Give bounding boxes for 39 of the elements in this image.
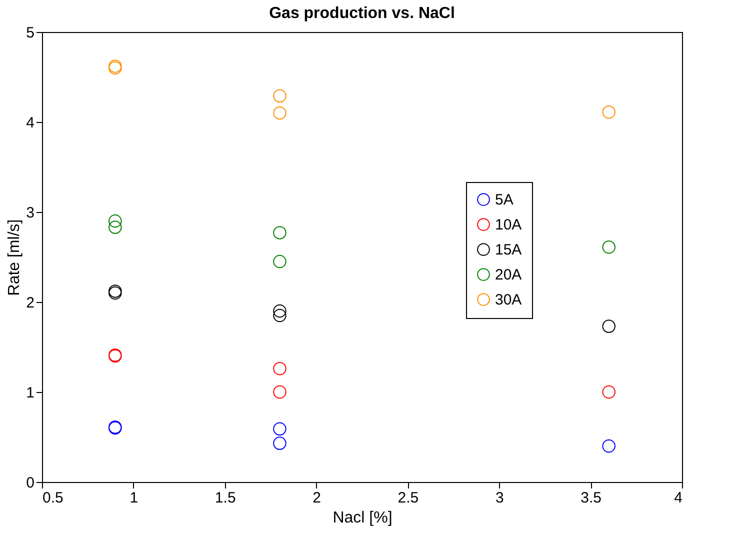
- point: [273, 362, 286, 376]
- point: [273, 304, 286, 318]
- point: [273, 254, 286, 268]
- x-axis-title: Nacl [%]: [332, 510, 392, 526]
- point: [273, 106, 286, 120]
- legend-label: 10A: [495, 216, 522, 234]
- point: [602, 240, 616, 254]
- y-tick-label: 0: [26, 474, 34, 492]
- x-tick-label: 3: [495, 490, 504, 506]
- x-tick-label: 1.5: [214, 490, 236, 506]
- y-tick-label: 4: [26, 114, 34, 132]
- legend-label: 5A: [495, 192, 514, 208]
- legend-label: 15A: [495, 242, 522, 258]
- point: [273, 308, 286, 322]
- legend-label: 30A: [495, 292, 522, 308]
- y-tick-label: 3: [26, 204, 34, 222]
- chart-title: Gas production vs. NaCl: [269, 5, 455, 22]
- legend-label: 20A: [495, 266, 522, 284]
- y-tick-label: 1: [26, 384, 34, 402]
- point: [602, 385, 616, 399]
- point: [273, 436, 286, 450]
- x-tick-label: 4: [674, 490, 682, 506]
- x-tick-label: 0.5: [42, 490, 64, 506]
- x-tick-label: 3.5: [580, 490, 602, 506]
- point: [108, 220, 122, 234]
- y-axis-title: Rate [ml/s]: [6, 219, 24, 296]
- y-tick-label: 5: [26, 24, 34, 42]
- x-tick-label: 1: [130, 490, 138, 506]
- x-tick-label: 2: [312, 490, 321, 506]
- point: [273, 385, 286, 399]
- point: [602, 105, 616, 119]
- x-tick-label: 2.5: [398, 490, 419, 506]
- point: [108, 214, 122, 228]
- point: [273, 422, 286, 436]
- y-tick-label: 2: [26, 294, 34, 312]
- point: [602, 439, 616, 453]
- point: [602, 320, 616, 333]
- point: [273, 89, 286, 103]
- point: [273, 226, 286, 240]
